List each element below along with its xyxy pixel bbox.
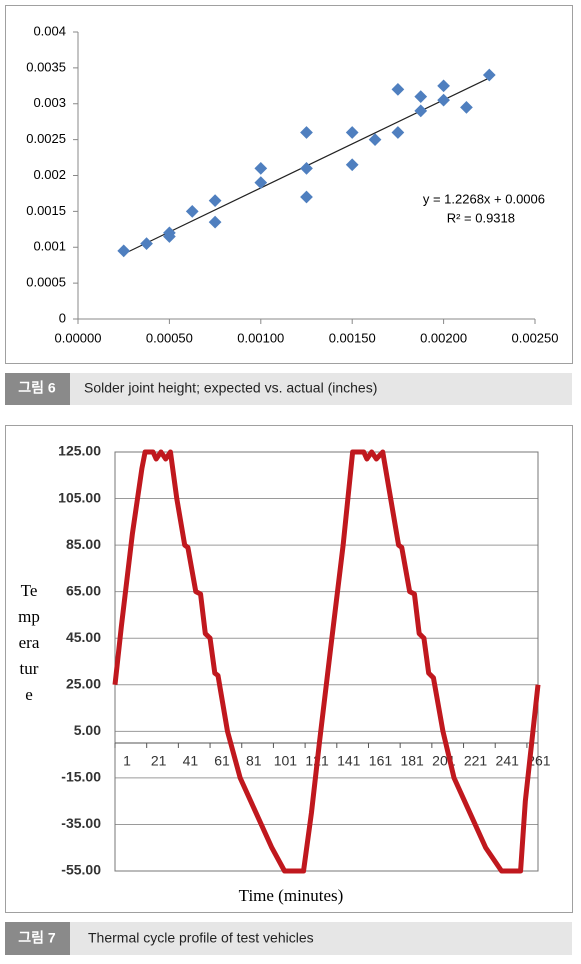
- x-tick-label: 21: [151, 753, 167, 769]
- x-tick-label: 0.00050: [146, 330, 193, 345]
- y-tick-label: 105.00: [58, 489, 101, 505]
- point: [345, 158, 359, 172]
- point: [391, 83, 405, 96]
- caption-bar: [5, 922, 572, 955]
- point: [208, 215, 222, 229]
- caption-bar: [5, 373, 572, 405]
- y-tick-label: 0.004: [33, 23, 66, 38]
- caption-label: 그림 6: [18, 380, 56, 396]
- caption-text: Solder joint height; expected vs. actual…: [84, 380, 377, 396]
- x-tick-label: 1: [123, 753, 131, 769]
- y-tick-label: 0.0025: [26, 131, 66, 146]
- x-tick-label: 141: [337, 753, 361, 769]
- y-tick-label: 45.00: [66, 629, 101, 645]
- y-tick-label: -55.00: [61, 862, 101, 878]
- x-tick-label: 261: [527, 753, 551, 769]
- trend-equation: y = 1.2268x + 0.0006: [423, 191, 545, 206]
- y-tick-label: 0.001: [33, 239, 66, 254]
- point: [460, 100, 473, 114]
- point: [208, 194, 222, 207]
- y-tick-label: -35.00: [61, 815, 101, 831]
- x-axis-title: Time (minutes): [239, 886, 344, 905]
- y-tick-label: 5.00: [74, 722, 101, 738]
- x-tick-label: 0.00200: [420, 330, 467, 345]
- point: [437, 93, 450, 107]
- point: [140, 237, 153, 251]
- y-tick-label: 0.003: [33, 95, 66, 110]
- y-axis-title: Temperature: [18, 581, 40, 704]
- y-tick-label: 0.0005: [26, 275, 66, 290]
- caption-label-box: [5, 922, 70, 955]
- x-tick-label: 161: [369, 753, 393, 769]
- point: [254, 176, 268, 190]
- x-tick-label: 221: [464, 753, 488, 769]
- x-tick-label: 41: [183, 753, 199, 769]
- caption-label-box: [5, 373, 70, 405]
- point: [391, 126, 405, 139]
- y-tick-label: 25.00: [66, 675, 101, 691]
- figure-frame: [5, 425, 573, 913]
- y-tick-label: 0: [59, 310, 66, 325]
- x-tick-label: 181: [400, 753, 424, 769]
- temperature-line: [112, 449, 541, 874]
- point: [254, 161, 268, 175]
- y-tick-label: -15.00: [61, 769, 101, 785]
- point: [368, 133, 382, 146]
- x-tick-label: 101: [274, 753, 298, 769]
- y-tick-label: 0.0035: [26, 59, 66, 74]
- caption-text: Thermal cycle profile of test vehicles: [88, 930, 314, 946]
- y-tick-label: 85.00: [66, 536, 101, 552]
- x-tick-label: 0.00150: [329, 330, 376, 345]
- point: [437, 79, 450, 93]
- x-tick-label: 0.00100: [237, 330, 284, 345]
- point: [300, 161, 313, 175]
- figure-frame: [5, 5, 573, 364]
- y-tick-label: 0.0015: [26, 203, 66, 218]
- x-tick-label: 0.00000: [55, 330, 102, 345]
- trend-r2: R² = 0.9318: [447, 210, 515, 225]
- point: [300, 190, 313, 204]
- point: [482, 68, 496, 82]
- point: [414, 90, 428, 103]
- point: [414, 104, 428, 118]
- point: [117, 244, 131, 258]
- x-tick-label: 0.00250: [512, 330, 559, 345]
- y-tick-label: 0.002: [33, 167, 66, 182]
- point: [163, 230, 176, 243]
- plot-frame: [114, 451, 539, 872]
- caption-label: 그림 7: [18, 930, 56, 946]
- y-tick-label: 125.00: [58, 443, 101, 459]
- x-tick-label: 81: [246, 753, 262, 769]
- x-tick-label: 241: [496, 753, 520, 769]
- point: [185, 205, 199, 218]
- y-tick-label: 65.00: [66, 582, 101, 598]
- point: [300, 126, 313, 139]
- x-tick-label: 61: [214, 753, 230, 769]
- point: [345, 126, 359, 139]
